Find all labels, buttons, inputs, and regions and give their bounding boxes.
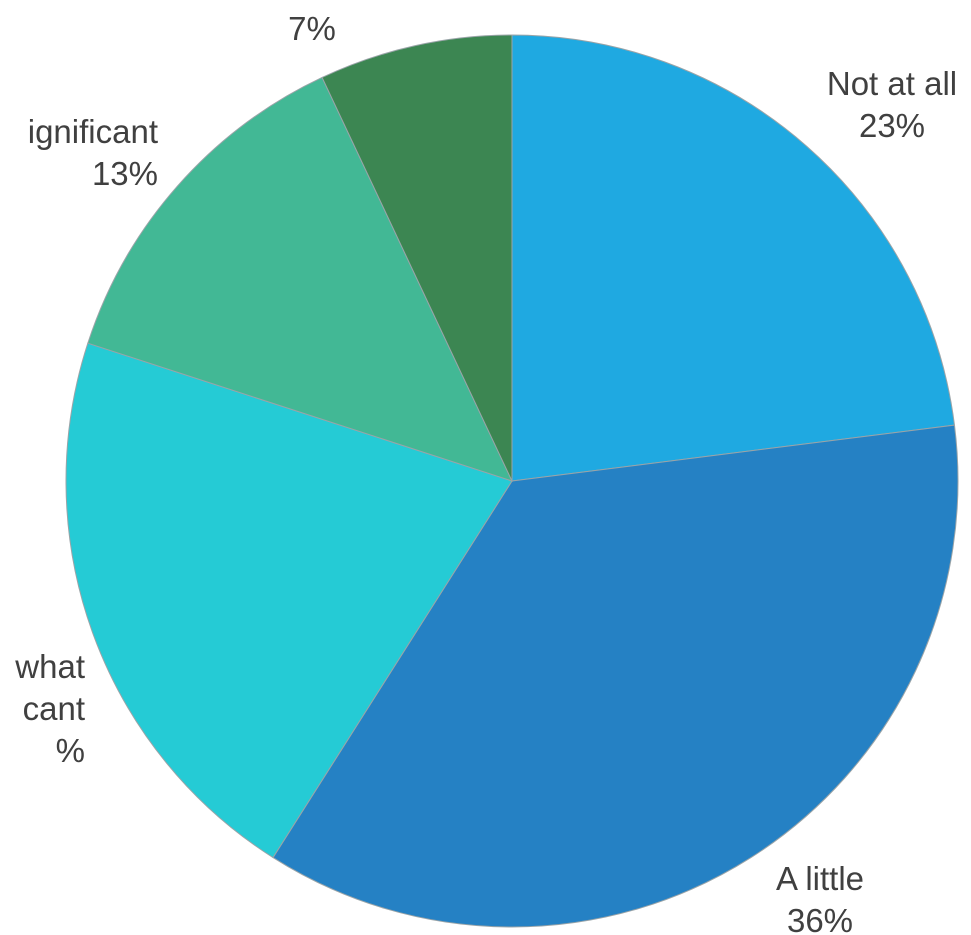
slice-category-label: cant [23, 690, 85, 727]
pie-slice [65, 342, 513, 859]
slice-value-label: 36% [787, 902, 853, 935]
slice-label: ignificant 13% [28, 113, 158, 192]
slice-category-label: Not at all [827, 65, 957, 102]
pie-slices [65, 34, 959, 928]
slice-value-label: 23% [859, 107, 925, 144]
slice-value-label: 13% [92, 155, 158, 192]
pie-slice [272, 424, 959, 928]
pie-slice [511, 34, 956, 482]
slice-category-label: what [14, 648, 85, 685]
slice-category-label: ignificant [28, 113, 158, 150]
slice-value-label: 7% [288, 10, 336, 47]
slice-category-label: A little [776, 860, 864, 897]
slice-label: 7% [288, 10, 336, 47]
pie-labels: Not at all 23% A little 36% what cant % ignific… [14, 10, 957, 935]
slice-label: A little 36% [776, 860, 864, 935]
pie-slice [321, 34, 513, 482]
slice-label: what cant% [14, 648, 85, 769]
pie-slice [87, 76, 513, 482]
slice-label: Not at all 23% [827, 65, 957, 144]
slice-value-label: % [56, 732, 85, 769]
